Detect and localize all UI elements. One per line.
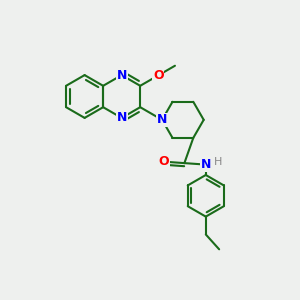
Text: N: N [201,158,211,171]
Text: O: O [153,69,164,82]
Text: H: H [214,157,223,167]
Text: N: N [116,69,127,82]
Text: N: N [157,113,167,126]
Text: O: O [158,155,169,168]
Text: N: N [116,111,127,124]
